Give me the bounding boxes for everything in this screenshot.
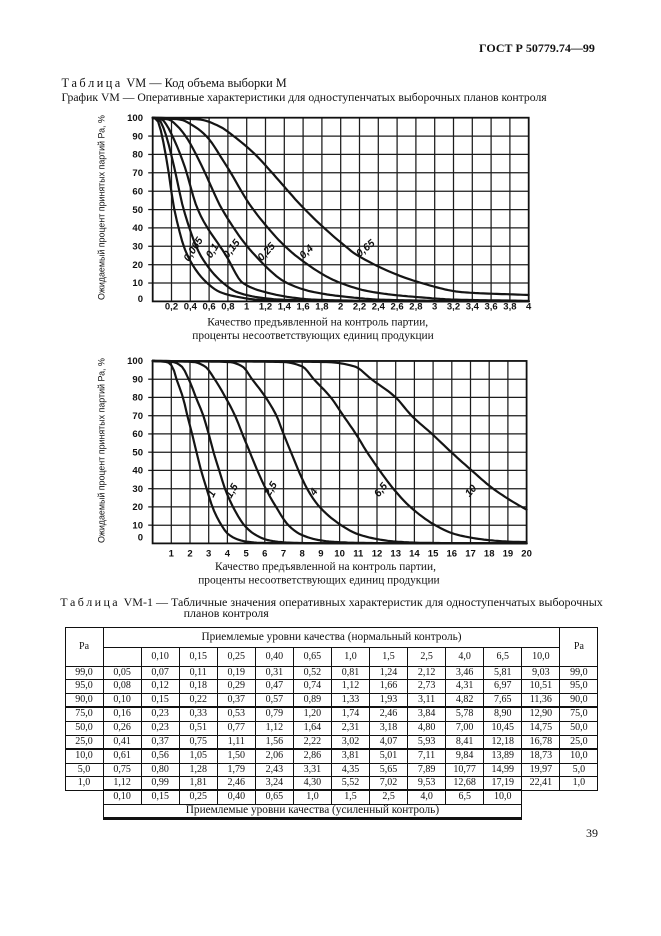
svg-text:9: 9	[318, 549, 323, 560]
svg-text:60: 60	[132, 186, 143, 197]
svg-text:3: 3	[206, 549, 211, 560]
svg-text:80: 80	[132, 393, 143, 404]
svg-text:0,15: 0,15	[221, 237, 243, 261]
svg-text:100: 100	[127, 113, 143, 124]
svg-text:50: 50	[132, 205, 143, 216]
svg-text:0: 0	[138, 294, 143, 305]
svg-text:17: 17	[465, 549, 476, 560]
svg-text:Ожидаемый процент принятых пар: Ожидаемый процент принятых партий Ра, %	[97, 115, 107, 300]
svg-text:40: 40	[132, 223, 143, 234]
svg-text:2,6: 2,6	[390, 302, 403, 313]
svg-text:30: 30	[132, 484, 143, 495]
svg-text:100: 100	[127, 356, 143, 367]
svg-text:1: 1	[169, 549, 175, 560]
svg-text:0,4: 0,4	[184, 302, 198, 313]
svg-text:6,5: 6,5	[372, 480, 391, 499]
svg-text:1,6: 1,6	[296, 302, 309, 313]
svg-text:40: 40	[132, 466, 143, 477]
svg-text:3,4: 3,4	[466, 302, 480, 313]
svg-text:1,4: 1,4	[278, 302, 292, 313]
svg-text:Качество предъявленной на конт: Качество предъявленной на контроль парти…	[215, 561, 436, 573]
svg-text:10: 10	[463, 483, 480, 500]
svg-text:Ожидаемый процент принятых пар: Ожидаемый процент принятых партий Ра, %	[97, 358, 107, 543]
svg-text:проценты несоответствующих еди: проценты несоответствующих единиц продук…	[192, 330, 433, 342]
svg-text:19: 19	[503, 549, 514, 560]
svg-text:4: 4	[225, 549, 231, 560]
svg-text:3: 3	[432, 302, 437, 313]
svg-text:6: 6	[262, 549, 267, 560]
svg-text:2,8: 2,8	[409, 302, 422, 313]
svg-text:16: 16	[447, 549, 458, 560]
svg-text:2,2: 2,2	[353, 302, 366, 313]
svg-text:20: 20	[132, 260, 143, 271]
svg-text:10: 10	[132, 278, 143, 289]
svg-text:0,8: 0,8	[221, 302, 234, 313]
svg-text:1: 1	[205, 488, 218, 499]
svg-text:10: 10	[132, 520, 143, 531]
svg-text:60: 60	[132, 429, 143, 440]
svg-text:8: 8	[300, 549, 305, 560]
svg-text:50: 50	[132, 447, 143, 458]
svg-text:11: 11	[353, 549, 364, 560]
svg-text:0: 0	[138, 533, 143, 544]
svg-text:4: 4	[526, 302, 532, 313]
svg-text:3,6: 3,6	[484, 302, 497, 313]
svg-text:5: 5	[243, 549, 249, 560]
svg-text:1,8: 1,8	[315, 302, 328, 313]
svg-text:90: 90	[132, 374, 143, 385]
svg-text:15: 15	[428, 549, 439, 560]
svg-text:10: 10	[334, 549, 345, 560]
svg-text:90: 90	[132, 131, 143, 142]
svg-text:2,4: 2,4	[372, 302, 386, 313]
svg-text:проценты несоответствующих еди: проценты несоответствующих единиц продук…	[198, 575, 439, 587]
svg-text:70: 70	[132, 168, 143, 179]
svg-text:13: 13	[390, 549, 401, 560]
svg-text:3,2: 3,2	[447, 302, 460, 313]
svg-text:0,6: 0,6	[202, 302, 215, 313]
svg-text:14: 14	[409, 549, 420, 560]
svg-text:1,2: 1,2	[259, 302, 272, 313]
svg-text:3,8: 3,8	[503, 302, 516, 313]
svg-text:2: 2	[187, 549, 192, 560]
svg-text:30: 30	[132, 242, 143, 253]
svg-text:80: 80	[132, 150, 143, 161]
svg-text:2: 2	[338, 302, 343, 313]
svg-text:Качество предъявленной на конт: Качество предъявленной на контроль парти…	[207, 316, 428, 328]
svg-text:20: 20	[521, 549, 532, 560]
svg-text:20: 20	[132, 502, 143, 513]
svg-text:4: 4	[307, 486, 321, 499]
svg-text:70: 70	[132, 411, 143, 422]
svg-text:7: 7	[281, 549, 286, 560]
svg-text:1: 1	[244, 302, 250, 313]
svg-text:18: 18	[484, 549, 495, 560]
svg-text:12: 12	[372, 549, 383, 560]
svg-text:1,5: 1,5	[223, 482, 241, 501]
svg-text:0,2: 0,2	[165, 302, 178, 313]
